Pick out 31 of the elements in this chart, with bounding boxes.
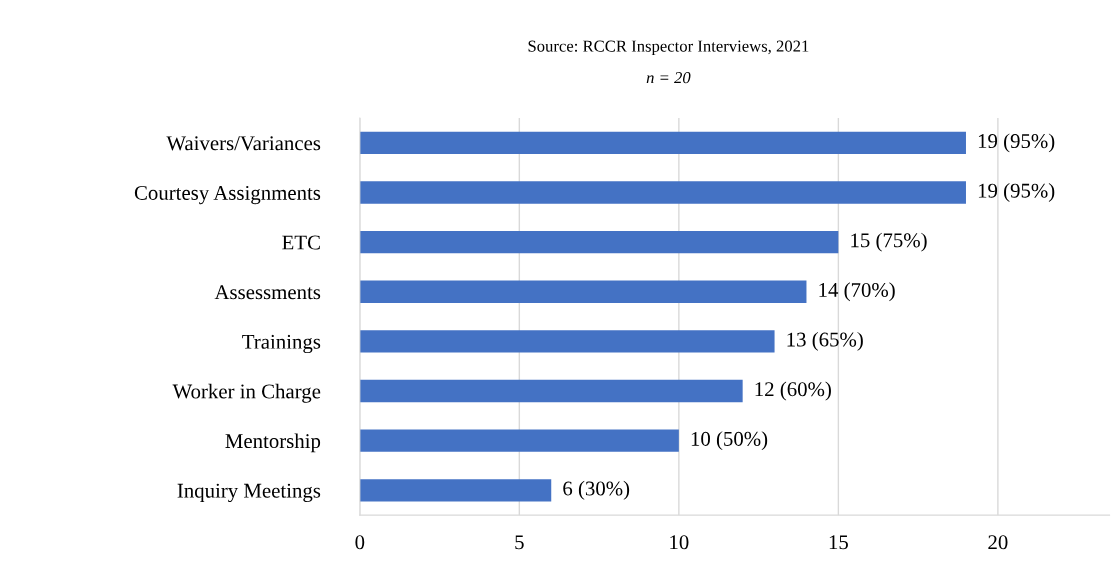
bar (359, 330, 775, 353)
data-label: 19 (95%) (978, 133, 1055, 153)
bar (359, 479, 552, 502)
data-label: 14 (70%) (819, 282, 895, 302)
bar (359, 181, 966, 204)
y-tick-label: Assessments (214, 285, 321, 300)
y-tick-label: Courtesy Assignments (134, 185, 321, 205)
x-tick-label: 10 (670, 535, 689, 550)
chart-title: Source: RCCR Inspector Interviews, 2021 (528, 40, 809, 56)
y-tick-label: Mentorship (225, 433, 321, 453)
data-label: 15 (75%) (851, 232, 927, 252)
bar (359, 429, 679, 452)
bar (359, 230, 839, 254)
data-label: 13 (65%) (787, 331, 863, 351)
bar (359, 131, 966, 155)
bar (359, 379, 743, 403)
bar (359, 280, 807, 303)
y-tick-label: Trainings (242, 334, 321, 354)
x-tick-label: 15 (829, 535, 848, 550)
x-tick-label: 0 (355, 535, 365, 550)
data-label: 10 (50%) (691, 431, 768, 451)
x-tick-label: 5 (515, 535, 524, 550)
y-tick-label: Worker in Charge (172, 383, 321, 403)
data-label: 12 (60%) (755, 381, 831, 401)
data-label: 6 (30%) (563, 480, 630, 500)
y-tick-label: Waivers/Variances (166, 136, 321, 151)
chart-subtitle: n = 20 (646, 72, 691, 84)
y-tick-label: Inquiry Meetings (177, 483, 321, 502)
x-tick-label: 20 (988, 535, 1008, 550)
y-tick-label: ETC (282, 235, 320, 250)
data-label: 19 (95%) (978, 183, 1055, 202)
